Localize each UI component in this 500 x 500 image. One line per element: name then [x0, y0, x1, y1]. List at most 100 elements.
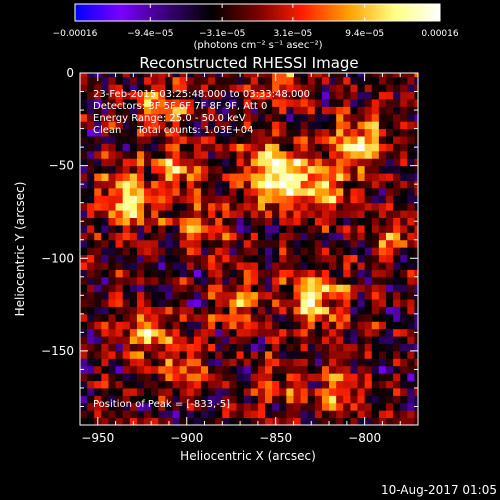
heatmap-cell [357, 195, 366, 204]
heatmap-cell [265, 84, 273, 93]
heatmap-cell [165, 76, 174, 85]
heatmap-cell [222, 84, 230, 93]
heatmap-cell [336, 410, 344, 419]
heatmap-cell [407, 358, 415, 367]
heatmap-cell [400, 165, 408, 174]
heatmap-cell [243, 106, 252, 115]
heatmap-cell [364, 73, 373, 78]
heatmap-cell [200, 91, 209, 100]
colorbar-tick-label: 9.4e−05 [345, 29, 384, 39]
heatmap-cell [208, 417, 216, 425]
heatmap-cell [165, 365, 174, 374]
heatmap-cell [350, 261, 359, 270]
heatmap-cell [236, 76, 245, 85]
heatmap-cell [307, 358, 316, 367]
heatmap-cell [279, 395, 287, 404]
heatmap-cell [87, 106, 95, 115]
heatmap-cell [378, 328, 387, 337]
heatmap-cell [229, 113, 238, 122]
heatmap-cell [101, 417, 109, 425]
heatmap-cell [314, 76, 323, 85]
heatmap-cell [350, 254, 359, 263]
heatmap-cell [293, 76, 302, 85]
heatmap-cell [144, 195, 152, 204]
heatmap-cell [115, 276, 124, 285]
heatmap-cell [371, 365, 380, 374]
heatmap-cell [321, 180, 330, 189]
heatmap-cell [343, 232, 351, 241]
heatmap-cell [165, 328, 174, 337]
heatmap-cell [108, 261, 117, 270]
heatmap-cell [122, 387, 131, 396]
heatmap-cell [144, 106, 152, 115]
heatmap-cell [357, 365, 366, 374]
heatmap-cell [336, 387, 344, 396]
heatmap-cell [215, 350, 223, 359]
heatmap-cell [329, 143, 337, 152]
heatmap-cell [321, 336, 330, 344]
heatmap-cell [286, 350, 294, 359]
heatmap-cell [80, 113, 88, 122]
heatmap-cell [350, 373, 359, 382]
heatmap-cell [165, 336, 174, 344]
heatmap-cell [329, 254, 337, 263]
heatmap-cell [378, 321, 387, 330]
heatmap-cell [165, 135, 174, 144]
heatmap-cell [172, 284, 181, 293]
heatmap-cell [87, 373, 95, 382]
heatmap-cell [385, 328, 394, 337]
heatmap-cell [364, 106, 373, 115]
heatmap-cell [172, 180, 181, 189]
heatmap-cell [243, 135, 252, 144]
heatmap-cell [94, 84, 102, 93]
heatmap-cell [307, 395, 316, 404]
heatmap-cell [122, 261, 131, 270]
heatmap-cell [357, 299, 366, 307]
heatmap-cell [172, 321, 181, 330]
heatmap-cell [94, 328, 102, 337]
heatmap-cell [186, 128, 195, 137]
heatmap-cell [144, 210, 152, 219]
heatmap-cell [257, 291, 266, 300]
heatmap-cell [193, 121, 202, 130]
heatmap-cell [108, 143, 117, 152]
heatmap-cell [144, 261, 152, 270]
render-timestamp: 10-Aug-2017 01:05 [381, 483, 497, 497]
heatmap-cell [378, 284, 387, 293]
heatmap-cell [172, 173, 181, 181]
heatmap-cell [165, 180, 174, 189]
heatmap-cell [236, 254, 245, 263]
heatmap-cell [158, 328, 166, 337]
heatmap-cell [144, 343, 152, 352]
heatmap-cell [151, 113, 159, 122]
detectors-line: Detectors: 3F 5F 6F 7F 8F 9F, Att 0 [93, 101, 267, 112]
heatmap-cell [286, 180, 294, 189]
heatmap-cell [272, 328, 280, 337]
heatmap-cell [286, 165, 294, 174]
heatmap-cell [208, 247, 216, 256]
heatmap-cell [229, 261, 238, 270]
heatmap-cell [136, 239, 145, 248]
heatmap-cell [236, 158, 245, 167]
heatmap-cell [108, 121, 117, 130]
heatmap-cell [407, 299, 415, 307]
heatmap-cell [193, 91, 202, 100]
heatmap-cell [314, 336, 323, 344]
heatmap-cell [179, 224, 188, 233]
heatmap-cell [179, 321, 188, 330]
heatmap-cell [122, 113, 131, 122]
heatmap-cell [364, 202, 373, 211]
heatmap-cell [286, 358, 294, 367]
heatmap-cell [243, 291, 252, 300]
heatmap-cell [158, 373, 166, 382]
heatmap-cell [144, 387, 152, 396]
heatmap-cell [236, 410, 245, 419]
heatmap-cell [94, 158, 102, 167]
heatmap-cell [314, 210, 323, 219]
heatmap-cell [393, 202, 401, 211]
heatmap-cell [250, 113, 259, 122]
heatmap-cell [208, 306, 216, 315]
heatmap-cell [357, 358, 366, 367]
heatmap-cell [407, 210, 415, 219]
y-tick-label: −150 [41, 344, 74, 358]
